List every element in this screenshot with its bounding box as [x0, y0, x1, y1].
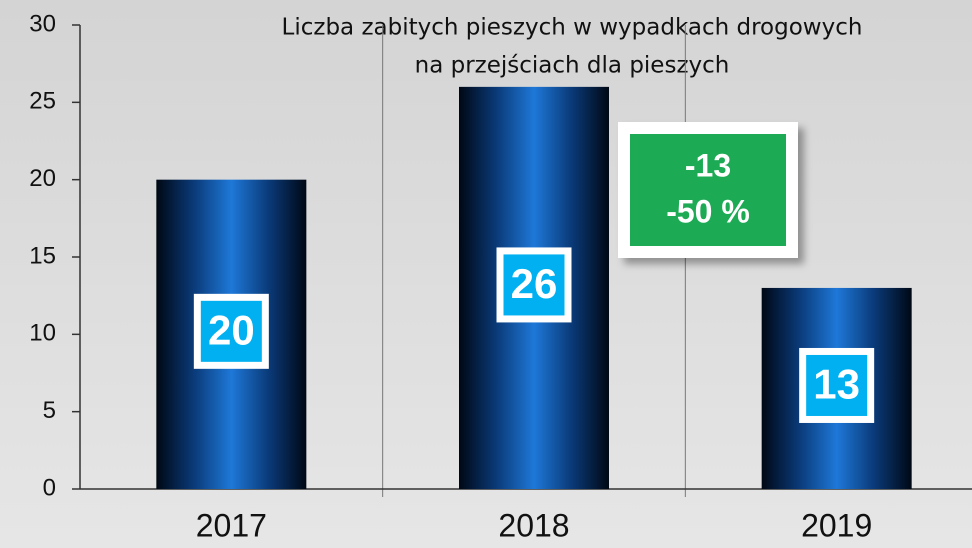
data-label-box — [193, 293, 269, 369]
data-label: 20 — [208, 306, 255, 353]
x-tick-label: 2017 — [196, 507, 267, 543]
y-tick-label: 0 — [43, 474, 56, 501]
y-tick-label: 20 — [29, 165, 56, 192]
x-tick-label: 2019 — [801, 507, 872, 543]
annotation-box — [618, 122, 798, 258]
data-label-box — [799, 347, 875, 423]
x-tick-label: 2018 — [498, 507, 569, 543]
y-tick-label: 5 — [43, 397, 56, 424]
chart-title: na przejściach dla pieszych — [415, 53, 730, 79]
y-tick-label: 15 — [29, 242, 56, 269]
y-tick-label: 25 — [29, 88, 56, 115]
y-tick-label: 30 — [29, 10, 56, 37]
data-label: 26 — [511, 260, 558, 307]
annotation: -13 — [685, 147, 731, 183]
chart-title: Liczba zabitych pieszych w wypadkach dro… — [282, 15, 863, 41]
annotation: -50 % — [666, 193, 750, 229]
data-label: 13 — [813, 361, 860, 408]
y-tick-label: 10 — [29, 320, 56, 347]
data-label-box — [496, 247, 572, 323]
